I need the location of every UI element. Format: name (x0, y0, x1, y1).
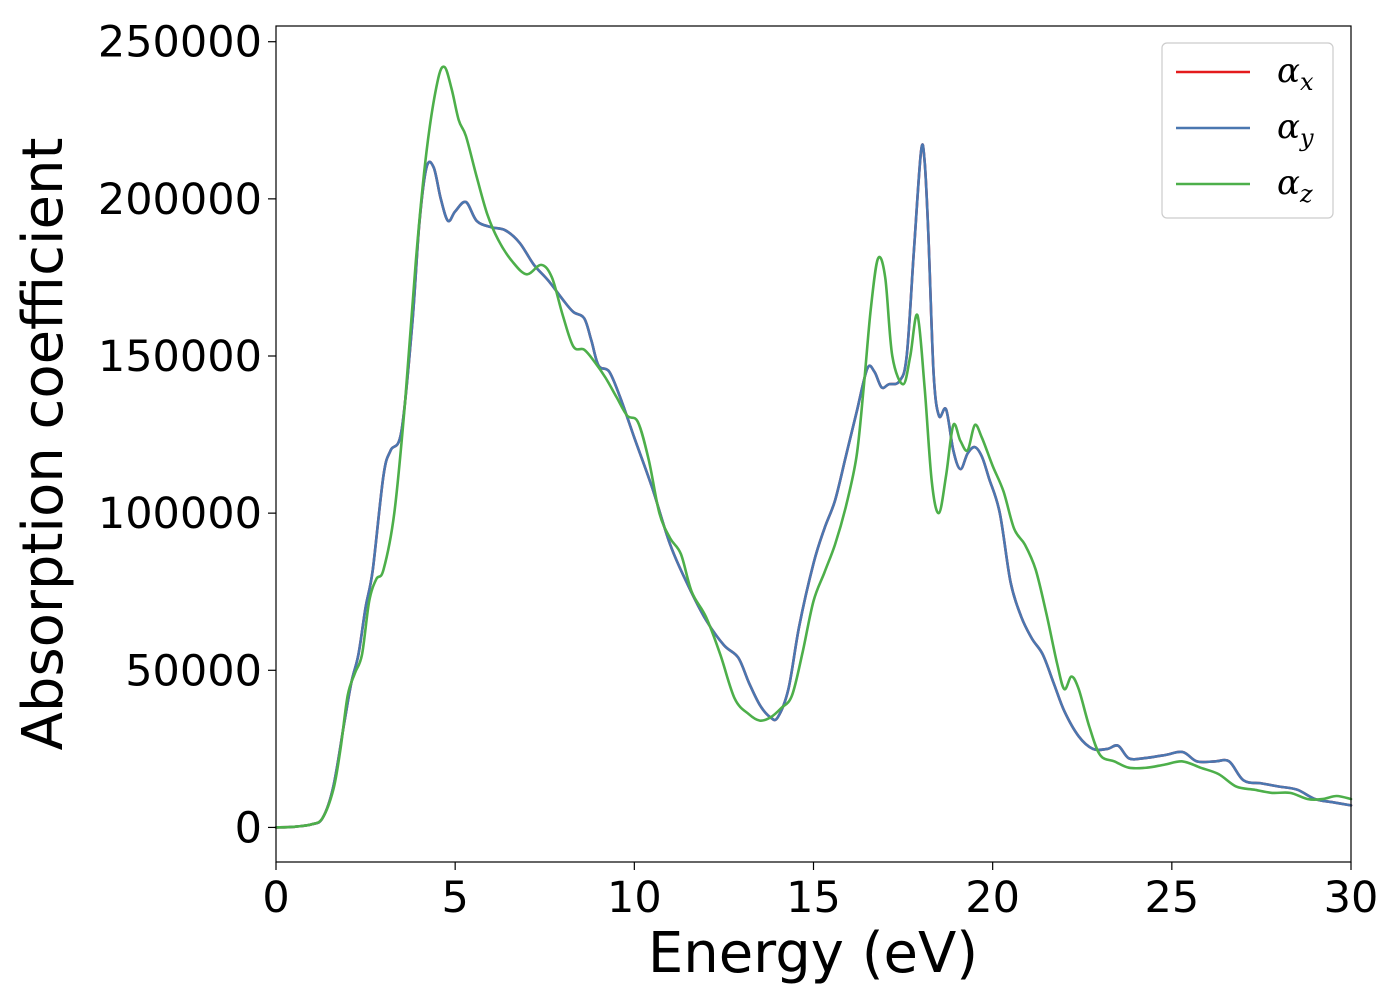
legend-entry-alpha-y: αy (1176, 107, 1314, 152)
legend-label: αy (1277, 107, 1314, 152)
series-layer (274, 65, 1353, 829)
x-tick-label: 15 (786, 873, 841, 923)
legend-symbol: α (1277, 163, 1300, 203)
legend-box (1161, 42, 1334, 219)
y-tick-label: 250000 (98, 18, 262, 68)
y-axis-title: Absorption coefficient (11, 138, 76, 751)
legend-entry-alpha-x: αx (1176, 51, 1314, 96)
x-tick-label: 10 (607, 873, 662, 923)
x-tick-label: 25 (1144, 873, 1199, 923)
x-tick-label: 5 (441, 873, 468, 923)
series-line-alpha-z (274, 65, 1353, 829)
legend-symbol: α (1277, 51, 1300, 91)
x-tick-label: 20 (965, 873, 1020, 923)
legend-subscript: x (1300, 68, 1314, 96)
legend-subscript: y (1299, 124, 1314, 152)
x-tick-label: 30 (1324, 873, 1379, 923)
legend-entry-alpha-z: αz (1176, 163, 1313, 208)
legend-symbol: α (1277, 107, 1300, 147)
legend-label: αx (1277, 51, 1314, 96)
y-axis: 0 50000 100000 150000 200000 250000 (98, 18, 276, 853)
legend-label: αz (1277, 163, 1313, 208)
y-tick-label: 100000 (98, 489, 262, 539)
y-tick-label: 150000 (98, 332, 262, 382)
y-tick-label: 50000 (125, 646, 262, 696)
x-tick-label: 0 (262, 873, 289, 923)
x-axis: 0 5 10 15 20 25 30 (262, 862, 1378, 923)
y-tick-label: 0 (235, 803, 262, 853)
series-line-alpha-y (274, 143, 1353, 829)
legend-subscript: z (1299, 180, 1313, 208)
x-axis-title: Energy (eV) (648, 921, 978, 986)
y-tick-label: 200000 (98, 175, 262, 225)
